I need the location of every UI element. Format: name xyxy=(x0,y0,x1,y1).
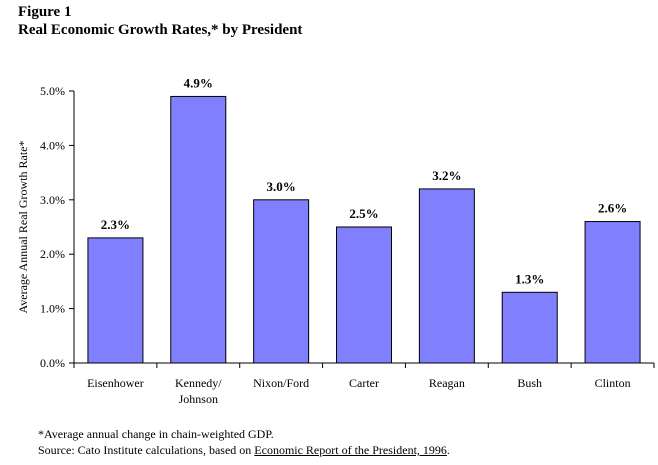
bar xyxy=(253,199,310,364)
data-label: 2.3% xyxy=(101,217,130,232)
y-tick-label: 4.0% xyxy=(40,138,65,152)
source-note: Source: Cato Institute calculations, bas… xyxy=(38,443,450,458)
bar xyxy=(170,95,227,364)
plot-area: 0.0% 1.0% 2.0% 3.0% 4.0% 5.0% Average Annual R… xyxy=(16,75,655,406)
x-tick-label: Eisenhower xyxy=(87,376,144,390)
source-suffix: . xyxy=(446,443,450,457)
bar xyxy=(87,237,144,364)
x-tick-label: Reagan xyxy=(429,376,465,390)
y-tick-label: 5.0% xyxy=(40,84,65,98)
footnote: *Average annual change in chain-weighted… xyxy=(38,427,274,441)
y-tick-label: 0.0% xyxy=(40,356,65,370)
bar xyxy=(501,291,558,364)
data-label: 1.3% xyxy=(515,271,544,286)
bar xyxy=(336,226,392,364)
x-tick-label: Nixon/Ford xyxy=(253,376,309,390)
x-tick-label: Johnson xyxy=(179,392,218,406)
x-tick-label: Kennedy/ xyxy=(175,376,222,390)
y-tick-label: 2.0% xyxy=(40,247,65,261)
bar-chart: 0.0% 1.0% 2.0% 3.0% 4.0% 5.0% Average Annual R… xyxy=(16,75,655,406)
chart-title: Real Economic Growth Rates,* by Presiden… xyxy=(18,22,303,38)
data-label: 3.0% xyxy=(267,179,296,194)
x-tick-label: Carter xyxy=(349,376,379,390)
figure-label: Figure 1 xyxy=(18,4,72,20)
y-tick-label: 1.0% xyxy=(40,302,65,316)
bar xyxy=(584,221,641,364)
data-label: 2.5% xyxy=(349,206,378,221)
source-prefix: Source: Cato Institute calculations, bas… xyxy=(38,443,255,457)
x-tick-label: Clinton xyxy=(595,376,631,390)
y-axis-title: Average Annual Real Growth Rate* xyxy=(16,140,30,313)
data-label: 4.9% xyxy=(184,75,213,90)
data-label: 2.6% xyxy=(598,201,627,216)
bar xyxy=(418,188,475,364)
x-tick-label: Bush xyxy=(517,376,542,390)
y-tick-label: 3.0% xyxy=(40,193,65,207)
data-label: 3.2% xyxy=(432,168,461,183)
source-title-link[interactable]: Economic Report of the President, 1996 xyxy=(254,443,447,457)
